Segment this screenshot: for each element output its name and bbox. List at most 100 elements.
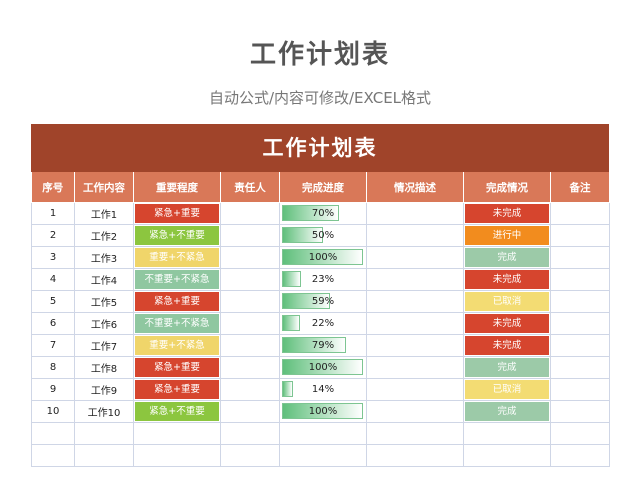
cell-task[interactable]: 工作9 [74, 378, 134, 401]
cell-owner[interactable] [220, 378, 280, 401]
cell-task[interactable]: 工作8 [74, 356, 134, 379]
cell-status[interactable]: 已取消 [463, 290, 551, 313]
empty-cell[interactable] [279, 444, 367, 467]
col-header-status[interactable]: 完成情况 [463, 172, 551, 203]
cell-note[interactable] [550, 290, 610, 313]
cell-no[interactable]: 1 [31, 202, 75, 225]
cell-owner[interactable] [220, 400, 280, 423]
cell-owner[interactable] [220, 268, 280, 291]
cell-desc[interactable] [366, 356, 464, 379]
cell-status[interactable]: 未完成 [463, 334, 551, 357]
col-header-no[interactable]: 序号 [31, 172, 75, 203]
cell-status[interactable]: 进行中 [463, 224, 551, 247]
cell-note[interactable] [550, 224, 610, 247]
cell-owner[interactable] [220, 224, 280, 247]
cell-owner[interactable] [220, 334, 280, 357]
col-header-note[interactable]: 备注 [550, 172, 610, 203]
cell-progress[interactable]: 22% [279, 312, 367, 335]
empty-cell[interactable] [31, 422, 75, 445]
cell-no[interactable]: 4 [31, 268, 75, 291]
cell-task[interactable]: 工作1 [74, 202, 134, 225]
empty-cell[interactable] [220, 444, 280, 467]
cell-note[interactable] [550, 268, 610, 291]
cell-task[interactable]: 工作7 [74, 334, 134, 357]
cell-status[interactable]: 完成 [463, 356, 551, 379]
cell-priority[interactable]: 不重要+不紧急 [133, 268, 221, 291]
cell-priority[interactable]: 重要+不紧急 [133, 246, 221, 269]
empty-cell[interactable] [133, 444, 221, 467]
empty-cell[interactable] [220, 422, 280, 445]
cell-no[interactable]: 10 [31, 400, 75, 423]
col-header-owner[interactable]: 责任人 [220, 172, 280, 203]
cell-desc[interactable] [366, 202, 464, 225]
cell-progress[interactable]: 50% [279, 224, 367, 247]
cell-no[interactable]: 8 [31, 356, 75, 379]
col-header-desc[interactable]: 情况描述 [366, 172, 464, 203]
cell-task[interactable]: 工作2 [74, 224, 134, 247]
cell-progress[interactable]: 59% [279, 290, 367, 313]
cell-owner[interactable] [220, 312, 280, 335]
empty-cell[interactable] [31, 444, 75, 467]
empty-cell[interactable] [74, 422, 134, 445]
cell-status[interactable]: 未完成 [463, 268, 551, 291]
empty-cell[interactable] [366, 444, 464, 467]
col-header-priority[interactable]: 重要程度 [133, 172, 221, 203]
cell-priority[interactable]: 紧急+不重要 [133, 400, 221, 423]
cell-priority[interactable]: 重要+不紧急 [133, 334, 221, 357]
cell-desc[interactable] [366, 312, 464, 335]
cell-no[interactable]: 3 [31, 246, 75, 269]
cell-no[interactable]: 7 [31, 334, 75, 357]
empty-cell[interactable] [279, 422, 367, 445]
cell-desc[interactable] [366, 290, 464, 313]
empty-cell[interactable] [133, 422, 221, 445]
cell-note[interactable] [550, 334, 610, 357]
cell-note[interactable] [550, 400, 610, 423]
cell-desc[interactable] [366, 378, 464, 401]
cell-no[interactable]: 6 [31, 312, 75, 335]
col-header-task[interactable]: 工作内容 [74, 172, 134, 203]
cell-owner[interactable] [220, 246, 280, 269]
empty-cell[interactable] [550, 444, 610, 467]
empty-cell[interactable] [74, 444, 134, 467]
cell-desc[interactable] [366, 334, 464, 357]
empty-cell[interactable] [463, 422, 551, 445]
cell-note[interactable] [550, 356, 610, 379]
cell-priority[interactable]: 紧急+重要 [133, 290, 221, 313]
cell-no[interactable]: 2 [31, 224, 75, 247]
empty-cell[interactable] [463, 444, 551, 467]
cell-status[interactable]: 未完成 [463, 202, 551, 225]
cell-progress[interactable]: 100% [279, 356, 367, 379]
cell-owner[interactable] [220, 356, 280, 379]
cell-task[interactable]: 工作6 [74, 312, 134, 335]
cell-progress[interactable]: 100% [279, 400, 367, 423]
cell-status[interactable]: 未完成 [463, 312, 551, 335]
empty-cell[interactable] [366, 422, 464, 445]
cell-task[interactable]: 工作5 [74, 290, 134, 313]
cell-progress[interactable]: 100% [279, 246, 367, 269]
cell-note[interactable] [550, 378, 610, 401]
cell-task[interactable]: 工作3 [74, 246, 134, 269]
cell-task[interactable]: 工作4 [74, 268, 134, 291]
cell-owner[interactable] [220, 290, 280, 313]
cell-progress[interactable]: 70% [279, 202, 367, 225]
cell-priority[interactable]: 紧急+不重要 [133, 224, 221, 247]
cell-progress[interactable]: 23% [279, 268, 367, 291]
cell-desc[interactable] [366, 400, 464, 423]
cell-no[interactable]: 5 [31, 290, 75, 313]
col-header-progress[interactable]: 完成进度 [279, 172, 367, 203]
cell-progress[interactable]: 14% [279, 378, 367, 401]
cell-status[interactable]: 完成 [463, 246, 551, 269]
cell-status[interactable]: 已取消 [463, 378, 551, 401]
cell-note[interactable] [550, 312, 610, 335]
cell-priority[interactable]: 紧急+重要 [133, 378, 221, 401]
cell-priority[interactable]: 不重要+不紧急 [133, 312, 221, 335]
cell-priority[interactable]: 紧急+重要 [133, 202, 221, 225]
cell-task[interactable]: 工作10 [74, 400, 134, 423]
cell-desc[interactable] [366, 268, 464, 291]
empty-cell[interactable] [550, 422, 610, 445]
cell-desc[interactable] [366, 224, 464, 247]
cell-status[interactable]: 完成 [463, 400, 551, 423]
cell-note[interactable] [550, 202, 610, 225]
cell-note[interactable] [550, 246, 610, 269]
cell-owner[interactable] [220, 202, 280, 225]
